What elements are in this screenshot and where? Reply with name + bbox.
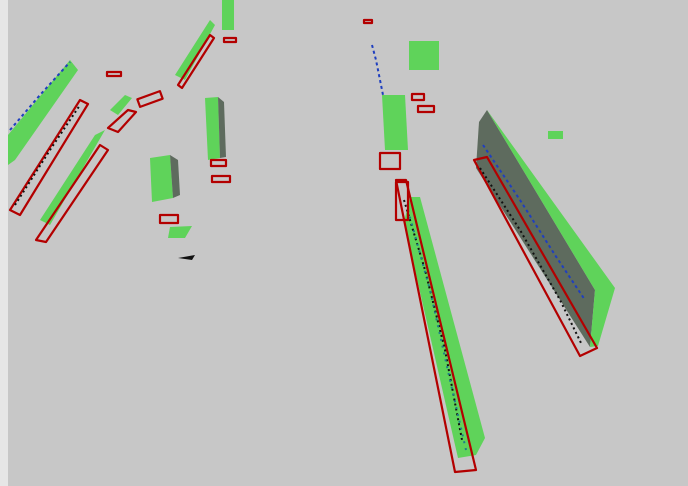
- bounding-box: [362, 18, 374, 25]
- bounding-box: [394, 178, 478, 474]
- box-face: [175, 20, 215, 80]
- bounding-box: [105, 70, 123, 78]
- box-side: [170, 155, 180, 198]
- bounding-box: [176, 33, 216, 90]
- box-face: [548, 131, 563, 139]
- points: [407, 209, 467, 451]
- object-column: [362, 18, 563, 222]
- bounding-box: [158, 213, 180, 225]
- points: [479, 167, 583, 346]
- points: [178, 255, 195, 260]
- box-face: [487, 110, 615, 347]
- points: [371, 44, 384, 96]
- bounding-box: [106, 108, 138, 134]
- bounding-box: [410, 92, 426, 102]
- bounding-box: [34, 143, 110, 244]
- box-face: [409, 41, 439, 70]
- bounding-box: [472, 155, 599, 358]
- bounding-box: [394, 180, 410, 222]
- box-side: [218, 97, 226, 158]
- bounding-box: [378, 151, 402, 171]
- object-box-small: [150, 97, 232, 260]
- box-face: [150, 155, 173, 202]
- box-face: [222, 0, 234, 30]
- bounding-box: [222, 36, 238, 44]
- points: [14, 104, 81, 206]
- bounding-box: [209, 158, 228, 168]
- bounding-box: [136, 90, 164, 108]
- box-face: [382, 95, 408, 150]
- object-box-left: [8, 0, 238, 244]
- object-box-right: [472, 110, 615, 358]
- box-face: [205, 97, 220, 160]
- box-face: [110, 95, 132, 115]
- box-face: [404, 197, 485, 458]
- points: [482, 144, 586, 301]
- bounding-box: [210, 174, 232, 184]
- box-face: [168, 226, 192, 238]
- object-box-middle: [394, 178, 485, 474]
- box-face: [40, 130, 105, 225]
- bounding-box: [416, 104, 436, 114]
- bounding-box: [8, 98, 90, 217]
- box-side: [476, 110, 595, 347]
- box-face: [8, 60, 78, 165]
- left-edge: [0, 0, 8, 486]
